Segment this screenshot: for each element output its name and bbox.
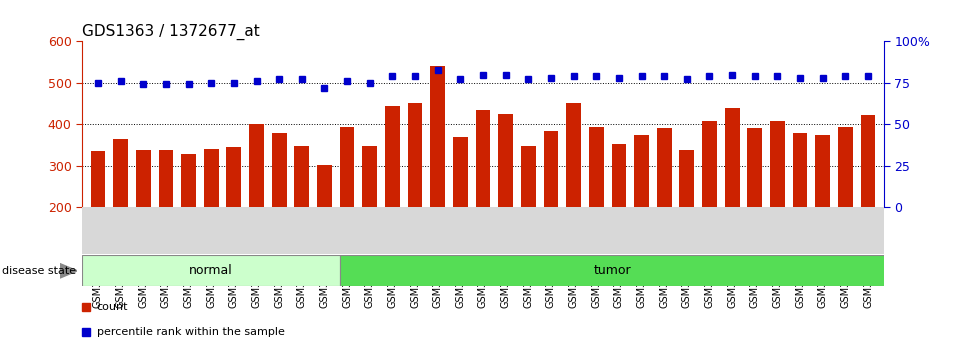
Bar — [724, 108, 740, 207]
Bar — [770, 121, 784, 207]
Polygon shape — [60, 264, 77, 278]
Bar — [861, 115, 875, 207]
Bar — [204, 149, 218, 207]
Bar — [679, 150, 695, 207]
Bar — [408, 103, 422, 207]
Bar — [815, 135, 830, 207]
Text: disease state: disease state — [2, 266, 76, 276]
Bar — [793, 133, 808, 207]
Bar — [521, 146, 536, 207]
Bar — [317, 165, 331, 207]
Bar — [430, 66, 445, 207]
Bar — [611, 144, 626, 207]
Bar — [589, 127, 604, 207]
Bar — [362, 146, 377, 207]
Bar — [498, 114, 513, 207]
Bar — [249, 124, 264, 207]
Text: count: count — [97, 302, 128, 312]
Bar — [136, 150, 151, 207]
Text: tumor: tumor — [593, 264, 631, 277]
Bar — [475, 110, 491, 207]
Bar — [702, 121, 717, 207]
Bar — [271, 133, 287, 207]
Text: percentile rank within the sample: percentile rank within the sample — [97, 327, 284, 337]
Bar — [838, 127, 853, 207]
Bar — [385, 106, 400, 207]
Bar — [182, 154, 196, 207]
Bar — [566, 104, 581, 207]
Bar — [158, 150, 173, 207]
Bar — [82, 255, 340, 286]
Bar — [544, 131, 558, 207]
Bar — [295, 146, 309, 207]
Bar — [226, 147, 242, 207]
Bar — [635, 135, 649, 207]
Bar — [453, 137, 468, 207]
Bar — [113, 139, 128, 207]
Bar — [748, 128, 762, 207]
Bar — [340, 127, 355, 207]
Bar — [91, 151, 105, 207]
Bar — [657, 128, 671, 207]
Bar — [340, 255, 893, 286]
Text: GDS1363 / 1372677_at: GDS1363 / 1372677_at — [82, 24, 260, 40]
Text: normal: normal — [189, 264, 233, 277]
